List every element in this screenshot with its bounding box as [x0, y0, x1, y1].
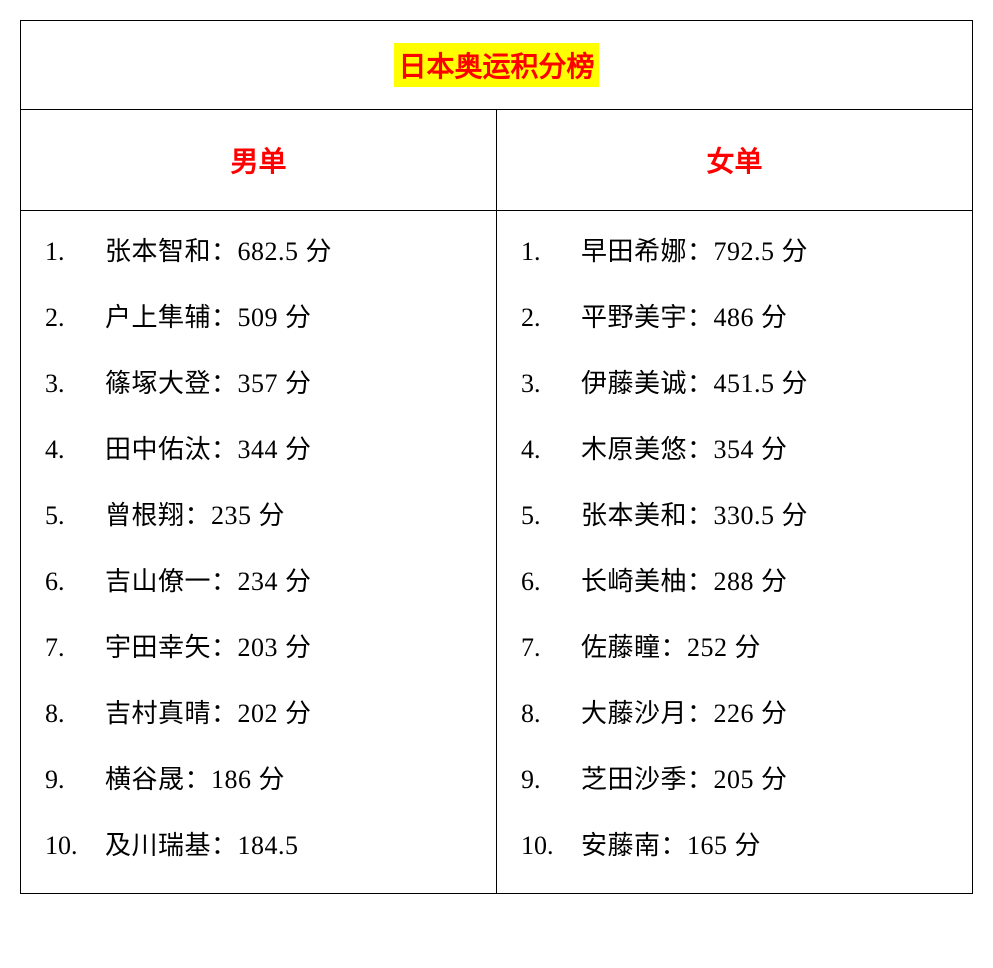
rank-number: 4.	[521, 437, 581, 463]
table-header-row: 日本奥运积分榜	[21, 21, 972, 110]
rank-number: 1.	[521, 239, 581, 265]
subheader-row: 男单 女单	[21, 110, 972, 211]
ranking-item: 5. 曾根翔：235 分	[45, 503, 472, 529]
rank-text: 大藤沙月：226 分	[581, 701, 788, 727]
ranking-item: 4. 木原美悠：354 分	[521, 437, 948, 463]
rank-text: 张本美和：330.5 分	[581, 503, 808, 529]
ranking-item: 4. 田中佑汰：344 分	[45, 437, 472, 463]
rank-text: 及川瑞基：184.5	[105, 833, 299, 859]
rank-number: 3.	[521, 371, 581, 397]
rank-number: 10.	[521, 833, 581, 859]
column-header-womens: 女单	[497, 110, 972, 210]
rank-number: 5.	[521, 503, 581, 529]
rank-number: 9.	[45, 767, 105, 793]
ranking-item: 10. 及川瑞基：184.5	[45, 833, 472, 859]
rank-number: 3.	[45, 371, 105, 397]
ranking-item: 3. 篠塚大登：357 分	[45, 371, 472, 397]
rank-number: 7.	[521, 635, 581, 661]
rank-text: 木原美悠：354 分	[581, 437, 788, 463]
rank-text: 篠塚大登：357 分	[105, 371, 312, 397]
ranking-item: 1. 早田希娜：792.5 分	[521, 239, 948, 265]
rank-number: 10.	[45, 833, 105, 859]
ranking-table: 日本奥运积分榜 男单 女单 1. 张本智和：682.5 分 2. 户上隼辅：50…	[20, 20, 973, 894]
rank-number: 8.	[521, 701, 581, 727]
rank-number: 6.	[521, 569, 581, 595]
ranking-item: 5. 张本美和：330.5 分	[521, 503, 948, 529]
main-title: 日本奥运积分榜	[394, 43, 598, 87]
ranking-item: 7. 佐藤瞳：252 分	[521, 635, 948, 661]
mens-ranking-list: 1. 张本智和：682.5 分 2. 户上隼辅：509 分 3. 篠塚大登：35…	[45, 239, 472, 859]
ranking-item: 8. 吉村真晴：202 分	[45, 701, 472, 727]
rank-number: 6.	[45, 569, 105, 595]
rank-number: 1.	[45, 239, 105, 265]
ranking-item: 3. 伊藤美诚：451.5 分	[521, 371, 948, 397]
rank-text: 伊藤美诚：451.5 分	[581, 371, 808, 397]
rank-number: 4.	[45, 437, 105, 463]
ranking-item: 2. 平野美宇：486 分	[521, 305, 948, 331]
ranking-item: 9. 横谷晟：186 分	[45, 767, 472, 793]
ranking-item: 9. 芝田沙季：205 分	[521, 767, 948, 793]
rank-number: 2.	[521, 305, 581, 331]
rank-number: 7.	[45, 635, 105, 661]
ranking-item: 7. 宇田幸矢：203 分	[45, 635, 472, 661]
ranking-item: 6. 吉山僚一：234 分	[45, 569, 472, 595]
rank-text: 宇田幸矢：203 分	[105, 635, 312, 661]
rank-text: 芝田沙季：205 分	[581, 767, 788, 793]
rank-text: 平野美宇：486 分	[581, 305, 788, 331]
rank-text: 早田希娜：792.5 分	[581, 239, 808, 265]
ranking-item: 6. 长崎美柚：288 分	[521, 569, 948, 595]
womens-ranking-cell: 1. 早田希娜：792.5 分 2. 平野美宇：486 分 3. 伊藤美诚：45…	[497, 211, 972, 893]
column-header-mens: 男单	[21, 110, 497, 210]
rank-text: 长崎美柚：288 分	[581, 569, 788, 595]
ranking-item: 10. 安藤南：165 分	[521, 833, 948, 859]
ranking-item: 2. 户上隼辅：509 分	[45, 305, 472, 331]
content-row: 1. 张本智和：682.5 分 2. 户上隼辅：509 分 3. 篠塚大登：35…	[21, 211, 972, 893]
rank-number: 8.	[45, 701, 105, 727]
rank-text: 田中佑汰：344 分	[105, 437, 312, 463]
mens-ranking-cell: 1. 张本智和：682.5 分 2. 户上隼辅：509 分 3. 篠塚大登：35…	[21, 211, 497, 893]
rank-text: 户上隼辅：509 分	[105, 305, 312, 331]
womens-ranking-list: 1. 早田希娜：792.5 分 2. 平野美宇：486 分 3. 伊藤美诚：45…	[521, 239, 948, 859]
rank-text: 张本智和：682.5 分	[105, 239, 332, 265]
rank-text: 吉村真晴：202 分	[105, 701, 312, 727]
rank-text: 安藤南：165 分	[581, 833, 761, 859]
rank-number: 9.	[521, 767, 581, 793]
rank-text: 横谷晟：186 分	[105, 767, 285, 793]
rank-text: 佐藤瞳：252 分	[581, 635, 761, 661]
rank-text: 曾根翔：235 分	[105, 503, 285, 529]
rank-number: 5.	[45, 503, 105, 529]
ranking-item: 1. 张本智和：682.5 分	[45, 239, 472, 265]
rank-number: 2.	[45, 305, 105, 331]
ranking-item: 8. 大藤沙月：226 分	[521, 701, 948, 727]
rank-text: 吉山僚一：234 分	[105, 569, 312, 595]
